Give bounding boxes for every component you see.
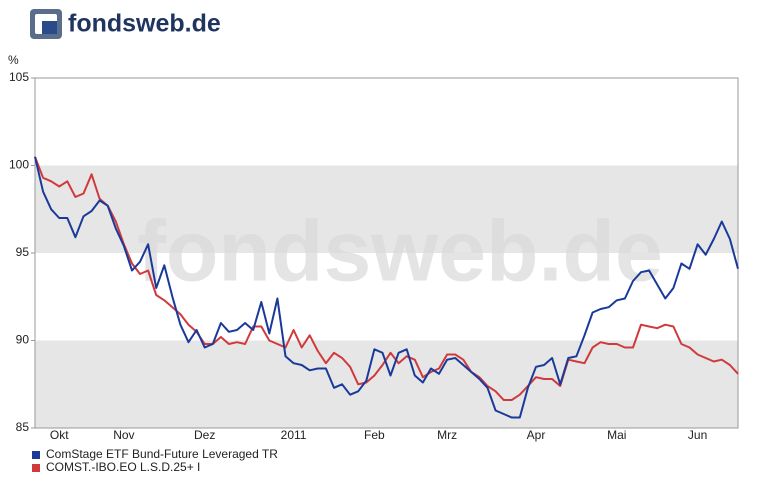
y-tick-label: 100 — [9, 158, 29, 172]
x-tick-label: Okt — [50, 428, 69, 442]
legend-swatch — [32, 464, 40, 472]
data-line — [34, 156, 739, 401]
legend-swatch — [32, 451, 40, 459]
logo-icon — [30, 9, 62, 39]
y-tick-label: 105 — [9, 70, 29, 84]
x-tick-label: Apr — [527, 428, 546, 442]
data-line — [34, 156, 739, 419]
x-tick-label: 2011 — [281, 428, 307, 442]
x-tick-label: Jun — [688, 428, 707, 442]
y-tick-label: 90 — [16, 333, 30, 347]
logo-text: fondsweb.de — [68, 10, 221, 38]
legend-label: ComStage ETF Bund-Future Leveraged TR — [46, 447, 278, 461]
x-tick-label: Nov — [113, 428, 134, 442]
y-tick-label: 85 — [16, 420, 30, 434]
x-tick-label: Mai — [607, 428, 626, 442]
watermark: fondsweb.de — [137, 204, 663, 300]
grid-band — [35, 165, 738, 253]
x-tick-label: Dez — [194, 428, 215, 442]
x-tick-label: Feb — [364, 428, 385, 442]
y-tick-label: 95 — [16, 245, 30, 259]
y-axis-label: % — [8, 53, 19, 67]
legend-label: COMST.-IBO.EO L.S.D.25+ I — [46, 460, 200, 474]
x-tick-label: Mrz — [437, 428, 457, 442]
grid-band — [35, 340, 738, 428]
